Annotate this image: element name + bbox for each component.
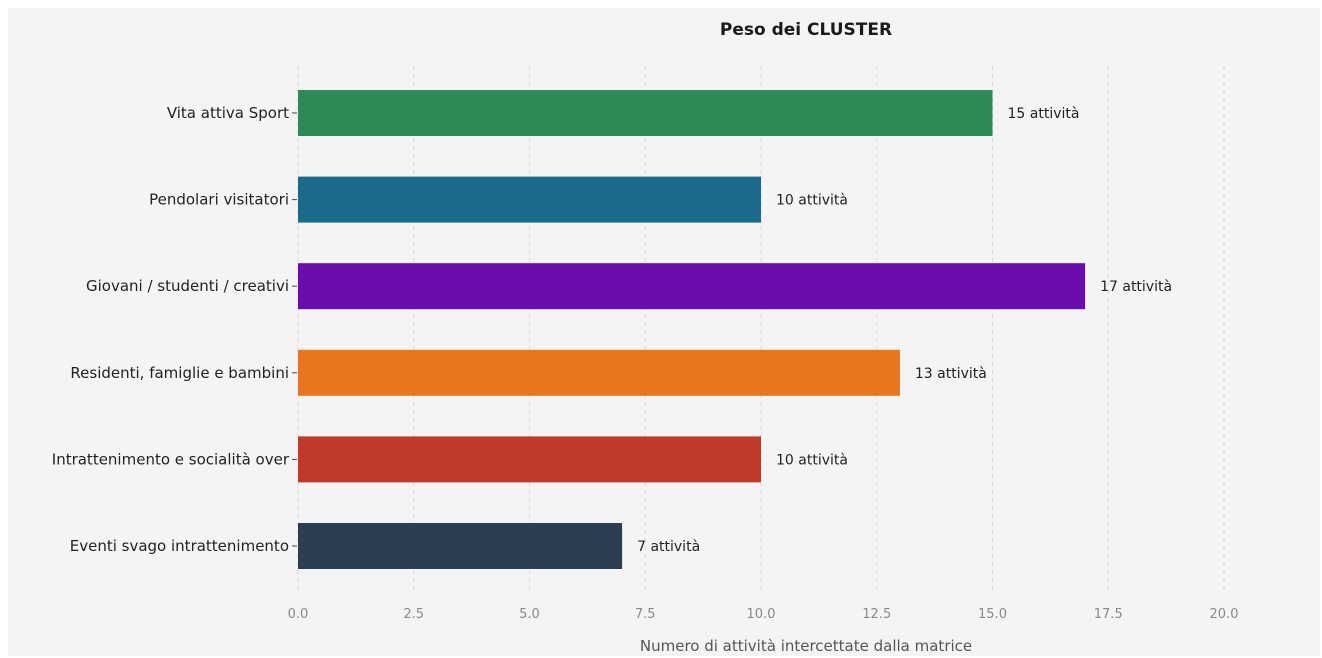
x-tick-label: 17.5 [1094, 607, 1123, 622]
bar [298, 90, 993, 136]
x-tick-label: 0.0 [288, 607, 309, 622]
chart-title: Peso dei CLUSTER [720, 20, 892, 40]
x-tick-label: 20.0 [1210, 607, 1239, 622]
x-axis-label: Numero di attività intercettate dalla ma… [640, 637, 972, 655]
bar-value-label: 10 attività [776, 452, 848, 468]
x-tick-label: 12.5 [862, 607, 891, 622]
category-label: Giovani / studenti / creativi [86, 277, 289, 295]
bar-value-label: 7 attività [637, 539, 700, 555]
category-label: Pendolari visitatori [149, 191, 289, 209]
bar-value-label: 10 attività [776, 193, 848, 209]
bar-value-label: 15 attività [1008, 106, 1080, 122]
bar [298, 436, 761, 483]
x-tick-label: 7.5 [635, 607, 656, 622]
bars-layer [298, 90, 1086, 569]
chart-figure: Peso dei CLUSTER 0.0 2.5 5.0 7.5 10.0 12.5 15.… [8, 8, 1320, 656]
bar [298, 263, 1086, 310]
category-label: Vita attiva Sport [167, 104, 289, 122]
x-tick-label: 2.5 [403, 607, 424, 622]
bar [298, 349, 900, 396]
grid-layer [297, 66, 1225, 593]
x-tick-label: 5.0 [519, 607, 540, 622]
bar-value-label: 17 attività [1100, 279, 1172, 295]
bar [298, 523, 623, 569]
labels-layer: 0.0 2.5 5.0 7.5 10.0 12.5 15.0 17.5 20.0 Vita att… [52, 104, 1239, 622]
x-tick-label: 10.0 [747, 607, 776, 622]
category-label: Eventi svago intrattenimento [70, 537, 289, 555]
bar-value-label: 13 attività [915, 366, 987, 382]
category-label: Residenti, famiglie e bambini [70, 364, 289, 382]
category-label: Intrattenimento e socialità over [52, 450, 290, 468]
bar [298, 176, 761, 223]
x-tick-label: 15.0 [978, 607, 1007, 622]
bar-chart: Peso dei CLUSTER 0.0 2.5 5.0 7.5 10.0 12.5 15.… [52, 20, 1239, 655]
